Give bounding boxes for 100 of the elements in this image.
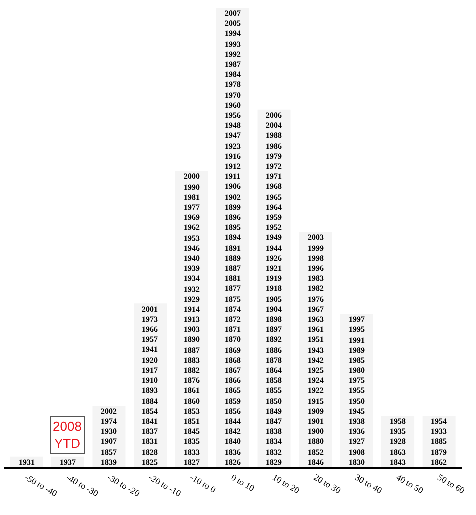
annotation: 1996 [308,264,324,273]
annotation: 1922 [308,386,324,395]
annotation: 1846 [308,458,324,467]
annotation: 1828 [142,448,158,457]
annotation: 1938 [349,417,365,426]
x-tick-label: -30 to -20 [106,472,142,499]
annotation: 2000 [184,172,200,181]
annotation: 2004 [266,121,282,130]
annotation: 1870 [225,335,241,344]
annotation: 1919 [266,274,282,283]
annotation: 1994 [225,29,241,38]
annotation: 1886 [266,346,282,355]
x-tick-label: -10 to 0 [188,472,218,496]
annotation: 1905 [266,295,282,304]
annotation: 1981 [184,193,200,202]
annotation: 1944 [266,244,282,253]
annotation: 1932 [184,285,200,294]
annotation: 1942 [308,356,324,365]
annotation: 1881 [225,274,241,283]
annotation: 1906 [225,182,241,191]
x-tick-label: -40 to -30 [64,472,101,499]
annotation: 1998 [308,254,324,263]
annotation: 1863 [390,448,406,457]
annotation: 1871 [225,325,241,334]
x-tick-label: -50 to -40 [23,472,60,499]
annotation: 1941 [142,345,158,354]
annotation: 1845 [184,427,200,436]
x-tick-label: 10 to 20 [271,472,302,496]
annotation: 1890 [184,335,200,344]
annotation: 1977 [184,203,200,212]
annotation: 1946 [184,244,200,253]
annotation: 1830 [349,458,365,467]
annotation: 1857 [101,448,117,457]
annotation: 1971 [266,172,282,181]
annotation: 1833 [184,448,200,457]
annotation: 1950 [349,397,365,406]
annotation: 1908 [349,448,365,457]
annotation: 1866 [225,376,241,385]
annotation: 1911 [225,172,241,181]
annotation: 1945 [349,407,365,416]
annotation: 1850 [266,397,282,406]
x-tick-label: 0 to 10 [230,472,257,494]
annotation: 1895 [225,223,241,232]
annotation: 1984 [225,70,241,79]
annotation: 2006 [266,111,282,120]
annotation: 1937 [60,458,76,467]
annotation: 1963 [308,315,324,324]
annotation: 1860 [184,397,200,406]
annotation: 1875 [225,295,241,304]
x-tick-label: 20 to 30 [312,472,344,496]
annotation: 1949 [266,233,282,242]
annotation: 1868 [225,356,241,365]
annotation: 1943 [308,346,324,355]
annotation: 1999 [308,244,324,253]
annotation: 1925 [308,366,324,375]
annotation: 1896 [225,213,241,222]
annotation: 1882 [184,366,200,375]
annotation: 1843 [390,458,406,467]
annotation: 1867 [225,366,241,375]
annotation: 1837 [142,427,158,436]
annotation: 1953 [184,234,200,243]
annotation: 1889 [225,254,241,263]
annotation: 1844 [225,417,241,426]
annotation: 1985 [349,356,365,365]
annotation: 1951 [308,335,324,344]
annotation: 1856 [225,407,241,416]
annotation: 1825 [142,458,158,467]
x-tick-label: 40 to 50 [394,472,426,496]
annotation: 1986 [266,142,282,151]
annotation: 1902 [225,193,241,202]
annotation: 1877 [225,284,241,293]
annotation: 1900 [308,427,324,436]
annotation: 1849 [266,407,282,416]
annotation: 1885 [431,437,447,446]
annotation: 1914 [184,305,200,314]
annotation: 1862 [431,458,447,467]
annotation: 1887 [184,346,200,355]
annotation: 1851 [184,417,200,426]
annotation: 1879 [431,448,447,457]
annotation: 1901 [308,417,324,426]
annotation: 1939 [184,264,200,273]
annotation: 1948 [225,121,241,130]
annotation: 1927 [349,437,365,446]
annotation: 1975 [349,376,365,385]
annotation: 1956 [225,111,241,120]
annotation: 1832 [266,448,282,457]
annotation: 1993 [225,40,241,49]
annotation: 1893 [142,386,158,395]
annotation: 1929 [184,295,200,304]
annotation: 1884 [142,397,158,406]
annotation: 1931 [19,458,35,467]
annotation: 1965 [266,193,282,202]
annotation: 1997 [349,315,365,324]
annotation: 1991 [349,336,365,345]
annotation: 1864 [266,366,282,375]
annotation: 1841 [142,417,158,426]
annotation: 1972 [266,162,282,171]
annotation: 1940 [184,254,200,263]
annotation: 1979 [266,152,282,161]
annotation: 1910 [142,376,158,385]
